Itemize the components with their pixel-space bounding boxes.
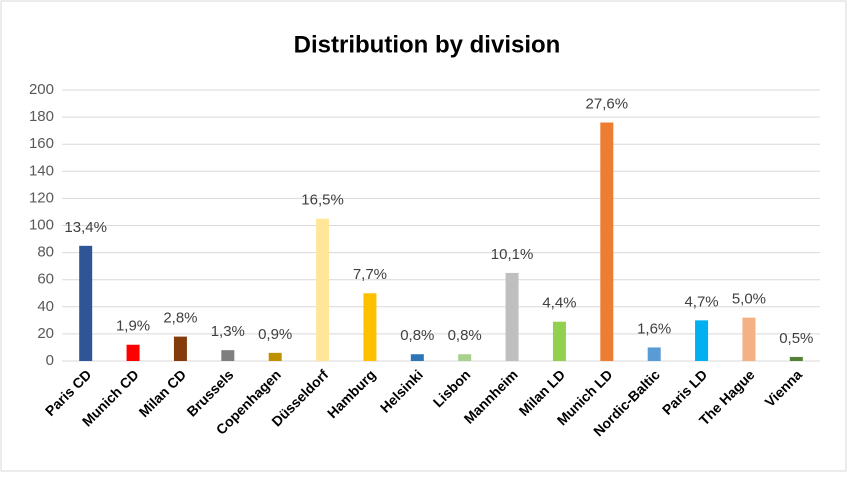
data-label: 2,8% [163,310,197,327]
bar [505,272,519,361]
y-tick-label: 60 [37,271,54,288]
y-tick-label: 160 [29,135,54,152]
y-tick-label: 200 [29,81,54,98]
data-label: 0,8% [448,327,482,344]
y-tick-label: 100 [29,216,54,233]
y-tick-label: 180 [29,108,54,125]
chart-border [0,0,847,472]
chart-title: Distribution by division [294,31,561,58]
y-tick-label: 40 [37,298,54,315]
bar [221,350,235,361]
data-label: 0,8% [400,327,434,344]
data-label: 4,7% [684,293,718,310]
y-tick-label: 140 [29,162,54,179]
data-label: 0,9% [258,326,292,343]
bar [600,122,614,362]
data-label: 0,5% [779,330,813,347]
y-tick-label: 120 [29,189,54,206]
bar [173,336,187,361]
data-label: 1,6% [637,320,671,337]
data-label: 16,5% [301,192,344,209]
bar [410,354,424,361]
data-label: 10,1% [491,246,534,263]
bar [126,344,140,361]
y-tick-label: 0 [46,352,54,369]
bar [458,354,472,361]
bar [552,321,566,361]
bar [363,293,377,361]
bar [789,356,803,361]
bar [268,352,282,361]
data-label: 5,0% [732,291,766,308]
data-label: 1,3% [211,323,245,340]
y-tick-label: 20 [37,325,54,342]
bar [742,317,756,361]
bar [316,218,330,361]
data-label: 4,4% [542,295,576,312]
bar [647,347,661,361]
data-label: 7,7% [353,266,387,283]
data-label: 13,4% [64,219,107,236]
y-tick-label: 80 [37,244,54,261]
data-label: 27,6% [586,95,629,112]
bar [79,245,93,361]
data-label: 1,9% [116,318,150,335]
bar [695,320,709,361]
